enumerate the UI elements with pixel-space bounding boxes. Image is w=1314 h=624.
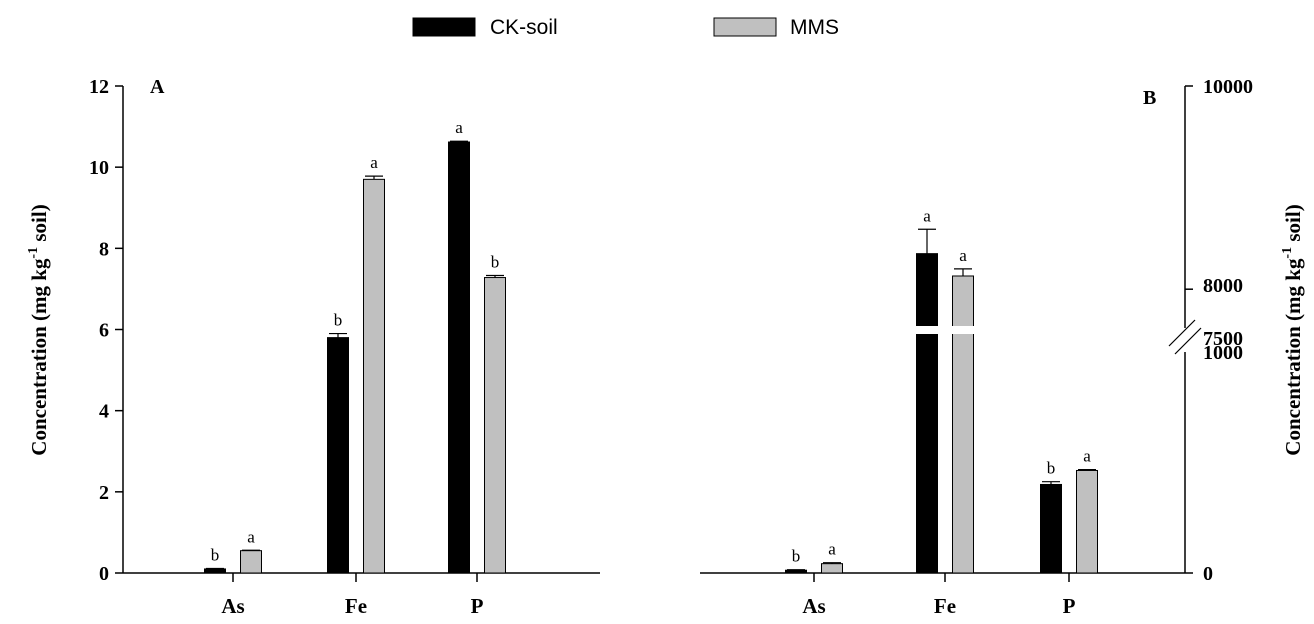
bar xyxy=(1040,483,1062,574)
significance-label: a xyxy=(247,527,255,546)
panel-a-bars: b b a a a b xyxy=(204,118,506,582)
significance-label: a xyxy=(828,540,836,559)
panel-a-categories: As Fe P xyxy=(221,594,483,618)
x-tick-label: As xyxy=(802,594,825,618)
significance-label: b xyxy=(334,311,343,330)
panel-a-ylabel-end: soil) xyxy=(27,204,51,247)
legend-swatch-mms xyxy=(713,17,777,37)
significance-label: a xyxy=(959,246,967,265)
bar xyxy=(916,253,938,574)
axis-break-mark xyxy=(1168,319,1196,347)
legend-label-mms: MMS xyxy=(790,16,839,39)
y-tick-label: 8 xyxy=(99,238,109,260)
panel-b-label: B xyxy=(1143,87,1156,109)
x-tick-label: Fe xyxy=(934,594,956,618)
panel-b-ylabel-end: soil) xyxy=(1281,204,1305,247)
bar xyxy=(448,141,470,574)
x-tick-label: P xyxy=(471,594,484,618)
legend-label-ck-soil: CK-soil xyxy=(490,16,558,39)
panel-b-categories: As Fe P xyxy=(802,594,1075,618)
legend-swatch-ck-soil xyxy=(412,17,476,37)
y-tick-label: 2 xyxy=(99,482,109,504)
bar-break-gap xyxy=(950,326,976,334)
significance-label: a xyxy=(370,153,378,172)
x-tick-label: As xyxy=(221,594,244,618)
bar xyxy=(484,277,506,574)
panel-a-ylabel-sup: -1 xyxy=(26,247,41,259)
panel-b-ylabel-main: Concentration (mg kg xyxy=(1281,258,1305,456)
x-tick-label: Fe xyxy=(345,594,367,618)
panel-a-ticks: 0 2 4 6 8 10 12 xyxy=(89,76,123,585)
panel-b-ylabel-sup: -1 xyxy=(1280,247,1295,259)
significance-label: a xyxy=(455,118,463,137)
y-tick-label: 4 xyxy=(99,401,109,423)
panel-a-label: A xyxy=(150,76,165,98)
bar xyxy=(204,568,226,574)
y-tick-label: 7500 xyxy=(1203,328,1243,350)
y-tick-label: 10 xyxy=(89,157,109,179)
significance-label: b xyxy=(792,547,801,566)
bar xyxy=(240,550,262,574)
bar xyxy=(952,275,974,574)
panel-a: A 0 2 4 6 8 10 12 b b a a a b As Fe P Concentration (… xyxy=(26,76,600,618)
y-tick-label: 0 xyxy=(1203,563,1213,585)
axis-break-mark xyxy=(1174,327,1202,355)
bar xyxy=(785,569,807,574)
bar xyxy=(1076,469,1098,574)
y-tick-label: 10000 xyxy=(1203,76,1253,98)
significance-label: b xyxy=(211,546,220,565)
y-tick-label: 6 xyxy=(99,320,109,342)
panel-a-ylabel-main: Concentration (mg kg xyxy=(27,258,51,456)
bar xyxy=(821,563,843,574)
bar xyxy=(327,337,349,574)
panel-a-y-axis-label: Concentration (mg kg-1 soil) xyxy=(26,204,51,455)
significance-label: a xyxy=(1083,447,1091,466)
legend: CK-soil MMS xyxy=(412,16,839,39)
panel-b-y-axis-label: Concentration (mg kg-1 soil) xyxy=(1280,204,1305,455)
significance-label: b xyxy=(1047,459,1056,478)
bar xyxy=(363,178,385,574)
significance-label: b xyxy=(491,253,500,272)
y-tick-label: 12 xyxy=(89,76,109,98)
significance-label: a xyxy=(923,206,931,225)
y-tick-label: 1000 xyxy=(1203,342,1243,364)
x-tick-label: P xyxy=(1063,594,1076,618)
y-tick-label: 8000 xyxy=(1203,275,1243,297)
panel-b-bars: b a b a a a xyxy=(785,206,1098,582)
bar-break-gap xyxy=(914,326,940,334)
y-tick-label: 0 xyxy=(99,563,109,585)
